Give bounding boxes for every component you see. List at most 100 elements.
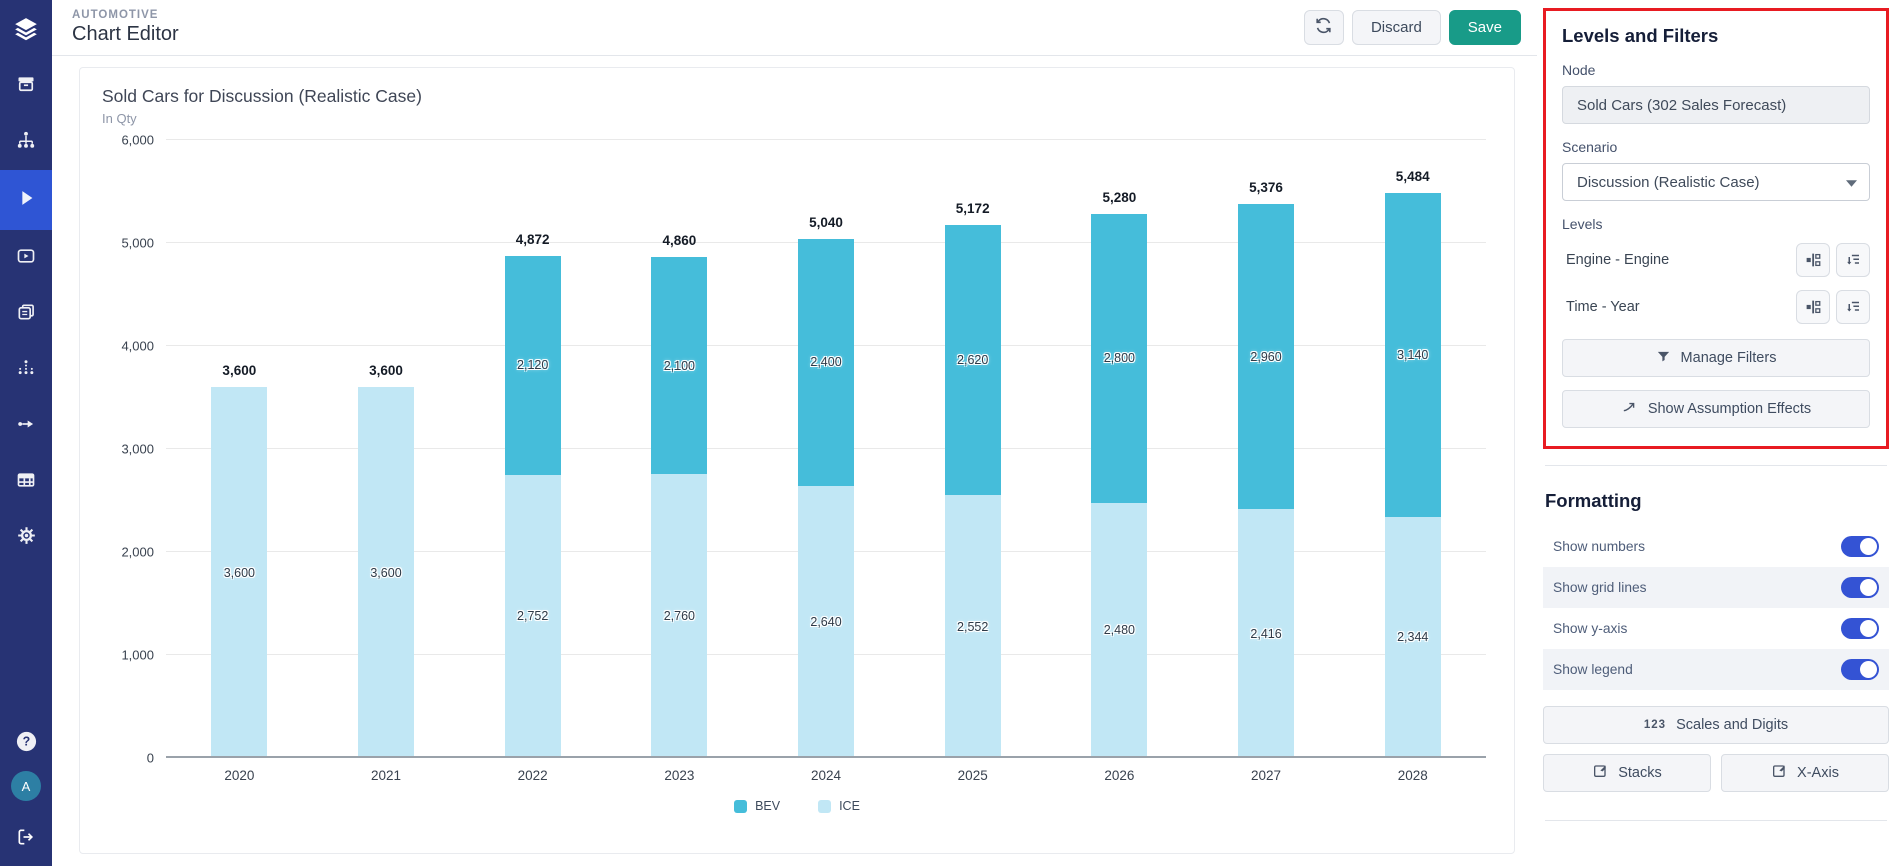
segment-ice[interactable]: 3,600 bbox=[211, 387, 268, 758]
toggle-show-y-axis[interactable] bbox=[1841, 618, 1879, 639]
segment-bev[interactable]: 2,960 bbox=[1238, 204, 1295, 510]
toggle-show-numbers[interactable] bbox=[1841, 536, 1879, 557]
segment-ice[interactable]: 2,344 bbox=[1384, 516, 1441, 758]
bar-column-2020: 3,600 3,600 bbox=[166, 140, 313, 758]
bar-column-2023: 4,860 2,100 2,760 bbox=[606, 140, 753, 758]
bar-2020[interactable]: 3,600 3,600 bbox=[211, 363, 268, 758]
scales-and-digits-button[interactable]: 123 Scales and Digits bbox=[1543, 706, 1889, 744]
segment-value: 2,552 bbox=[957, 619, 989, 634]
bar-2022[interactable]: 4,872 2,120 2,752 bbox=[504, 232, 561, 758]
x-axis-button[interactable]: X-Axis bbox=[1721, 754, 1889, 792]
segment-ice[interactable]: 2,552 bbox=[944, 495, 1001, 758]
levels-and-filters-section: Levels and Filters Node Sold Cars (302 S… bbox=[1543, 8, 1889, 449]
sidebar-item-flow[interactable] bbox=[0, 398, 52, 454]
bar-2028[interactable]: 5,484 3,140 2,344 bbox=[1384, 169, 1441, 758]
plot-area: 3,600 3,600 3,600 3,600 4,872 2,120 2,752 4,860… bbox=[102, 133, 1492, 766]
scales-and-digits-label: Scales and Digits bbox=[1676, 717, 1789, 733]
pages-icon bbox=[16, 302, 36, 327]
bar-2021[interactable]: 3,600 3,600 bbox=[358, 363, 414, 758]
node-input[interactable]: Sold Cars (302 Sales Forecast) bbox=[1562, 86, 1870, 124]
segment-bev[interactable]: 2,620 bbox=[944, 225, 1001, 496]
total-label: 5,040 bbox=[809, 214, 843, 230]
sidebar-item-hierarchy[interactable] bbox=[0, 114, 52, 170]
total-label: 3,600 bbox=[369, 363, 403, 379]
bar-column-2021: 3,600 3,600 bbox=[313, 140, 460, 758]
refresh-button[interactable] bbox=[1303, 10, 1344, 45]
segment-ice[interactable]: 2,640 bbox=[798, 486, 855, 758]
segment-value: 2,400 bbox=[810, 355, 842, 370]
x-tick-label: 2028 bbox=[1397, 768, 1428, 783]
total-label: 5,172 bbox=[955, 201, 990, 217]
level-sort-button[interactable] bbox=[1836, 243, 1870, 277]
segment-ice[interactable]: 2,760 bbox=[651, 473, 708, 758]
scenario-select[interactable]: Discussion (Realistic Case) bbox=[1562, 163, 1870, 201]
bar-column-2028: 5,484 3,140 2,344 bbox=[1339, 140, 1486, 758]
segment-ice[interactable]: 2,416 bbox=[1238, 509, 1295, 758]
level-split-button[interactable] bbox=[1796, 243, 1830, 277]
segment-bev[interactable]: 2,100 bbox=[651, 257, 708, 474]
x-tick-label: 2024 bbox=[811, 768, 842, 783]
discard-button[interactable]: Discard bbox=[1351, 10, 1441, 45]
segment-ice[interactable]: 2,480 bbox=[1091, 502, 1148, 758]
bar-2023[interactable]: 4,860 2,100 2,760 bbox=[651, 233, 708, 758]
layers-logo-icon[interactable] bbox=[0, 0, 52, 58]
chevron-down-icon bbox=[1846, 174, 1857, 191]
gridline bbox=[166, 139, 1486, 140]
y-tick-label: 1,000 bbox=[121, 647, 154, 663]
legend-item-ice[interactable]: ICE bbox=[818, 799, 860, 813]
toggle-show-grid-lines[interactable] bbox=[1841, 577, 1879, 598]
page-title: Chart Editor bbox=[72, 23, 179, 45]
stacks-button[interactable]: Stacks bbox=[1543, 754, 1711, 792]
legend-label: BEV bbox=[755, 799, 781, 813]
archive-icon bbox=[16, 74, 36, 99]
x-tick-label: 2025 bbox=[957, 768, 988, 783]
segment-ice[interactable]: 3,600 bbox=[358, 387, 414, 758]
toggle-show-legend[interactable] bbox=[1841, 659, 1879, 680]
bar-2026[interactable]: 5,280 2,800 2,480 bbox=[1091, 190, 1148, 758]
avatar[interactable]: A bbox=[11, 771, 41, 801]
bar-column-2022: 4,872 2,120 2,752 bbox=[459, 140, 606, 758]
table-icon bbox=[16, 470, 36, 495]
level-row-1: Time - Year bbox=[1562, 288, 1870, 326]
toggle-label: Show numbers bbox=[1553, 539, 1646, 554]
sidebar-item-video[interactable] bbox=[0, 230, 52, 286]
level-sort-button[interactable] bbox=[1836, 290, 1870, 324]
divider bbox=[1545, 465, 1887, 466]
segment-value: 2,480 bbox=[1103, 623, 1135, 638]
sidebar-item-simulation[interactable] bbox=[0, 170, 52, 230]
bar-2027[interactable]: 5,376 2,960 2,416 bbox=[1238, 180, 1295, 758]
chart-card: Sold Cars for Discussion (Realistic Case… bbox=[79, 67, 1515, 854]
legend-item-bev[interactable]: BEV bbox=[734, 799, 780, 813]
logout-icon[interactable] bbox=[16, 827, 36, 852]
sidebar-item-settings[interactable] bbox=[0, 510, 52, 566]
segment-value: 2,100 bbox=[663, 358, 695, 373]
sidebar-item-pages[interactable] bbox=[0, 286, 52, 342]
bar-2025[interactable]: 5,172 2,620 2,552 bbox=[944, 201, 1001, 758]
bar-2024[interactable]: 5,040 2,400 2,640 bbox=[798, 215, 855, 758]
y-tick-label: 5,000 bbox=[121, 235, 154, 251]
level-label: Time - Year bbox=[1566, 299, 1640, 315]
segment-value: 2,416 bbox=[1250, 626, 1282, 641]
sidebar-item-network[interactable] bbox=[0, 342, 52, 398]
main-content: AUTOMOTIVE Chart Editor Discard Save Sol… bbox=[52, 0, 1537, 866]
segment-value: 3,140 bbox=[1397, 347, 1429, 362]
save-button[interactable]: Save bbox=[1448, 10, 1521, 45]
segment-value: 2,960 bbox=[1250, 349, 1282, 364]
manage-filters-button[interactable]: Manage Filters bbox=[1562, 339, 1870, 377]
sidebar-item-help[interactable]: ? bbox=[15, 727, 38, 761]
x-axis-label: X-Axis bbox=[1797, 765, 1839, 781]
sidebar-item-table[interactable] bbox=[0, 454, 52, 510]
sidebar-item-archive[interactable] bbox=[0, 58, 52, 114]
toggle-label: Show y-axis bbox=[1553, 621, 1628, 636]
app-sidebar: ? A bbox=[0, 0, 52, 866]
y-tick-label: 2,000 bbox=[121, 544, 154, 560]
segment-bev[interactable]: 3,140 bbox=[1384, 193, 1441, 517]
segment-ice[interactable]: 2,752 bbox=[504, 474, 561, 758]
show-assumption-effects-button[interactable]: Show Assumption Effects bbox=[1562, 390, 1870, 428]
page-header: AUTOMOTIVE Chart Editor Discard Save bbox=[52, 0, 1537, 56]
level-split-button[interactable] bbox=[1796, 290, 1830, 324]
segment-bev[interactable]: 2,400 bbox=[798, 238, 855, 487]
segment-bev[interactable]: 2,800 bbox=[1091, 214, 1148, 503]
segment-bev[interactable]: 2,120 bbox=[504, 256, 561, 475]
arrow-up-right-icon bbox=[1621, 399, 1638, 420]
